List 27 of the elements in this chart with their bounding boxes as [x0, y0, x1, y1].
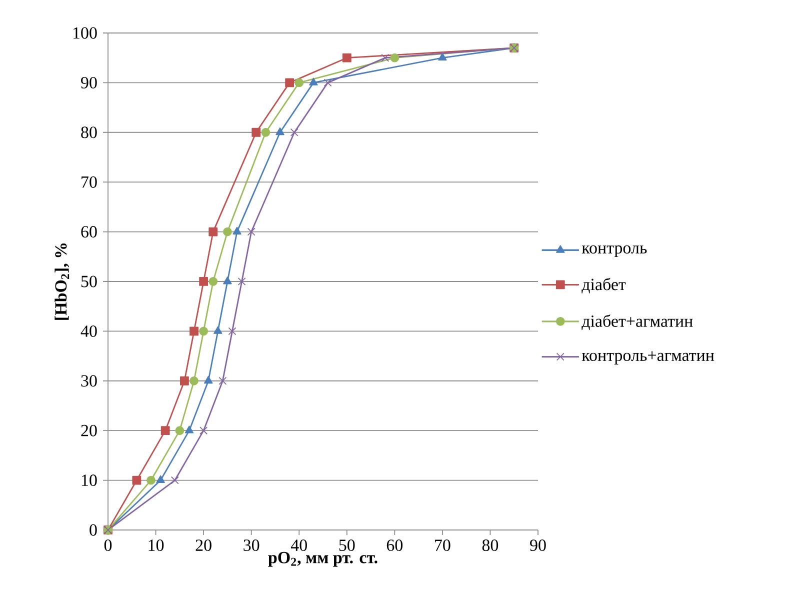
x-tick-label: 40	[290, 540, 307, 551]
y-tick-label: 50	[81, 276, 97, 288]
y-tick-label: 30	[81, 375, 97, 387]
x-tick-label: 70	[435, 540, 450, 551]
x-tick-label: 30	[244, 540, 260, 551]
x-tick-label: 20	[196, 540, 212, 551]
x-tick-label: 60	[386, 540, 403, 551]
x-tick-label: 50	[339, 540, 355, 551]
legend-label: контроль+агматин	[582, 351, 714, 364]
x-tick-label: 80	[482, 540, 498, 551]
y-tick-label: 10	[82, 474, 97, 486]
legend-label: діабет+агматин	[582, 314, 693, 330]
y-tick-label: 0	[90, 524, 97, 536]
legend-label: діабет	[582, 278, 626, 294]
y-tick-label: 60	[81, 226, 97, 238]
y-tick-label: 20	[81, 424, 97, 436]
y-tick-label: 100	[73, 27, 97, 39]
y-tick-label: 70	[82, 176, 97, 188]
y-tick-label: 40	[80, 325, 97, 337]
legend-label: контроль	[582, 245, 647, 258]
x-tick-label: 10	[148, 540, 164, 551]
y-tick-label: 80	[81, 126, 97, 138]
x-tick-label: 0	[104, 540, 112, 551]
x-axis-title: pO$_{2}$, мм рт. ст.	[268, 552, 378, 567]
x-tick-label: 90	[530, 540, 546, 551]
y-axis-title: [HbO$_{2}$], %	[54, 244, 70, 320]
y-tick-label: 90	[81, 76, 97, 88]
